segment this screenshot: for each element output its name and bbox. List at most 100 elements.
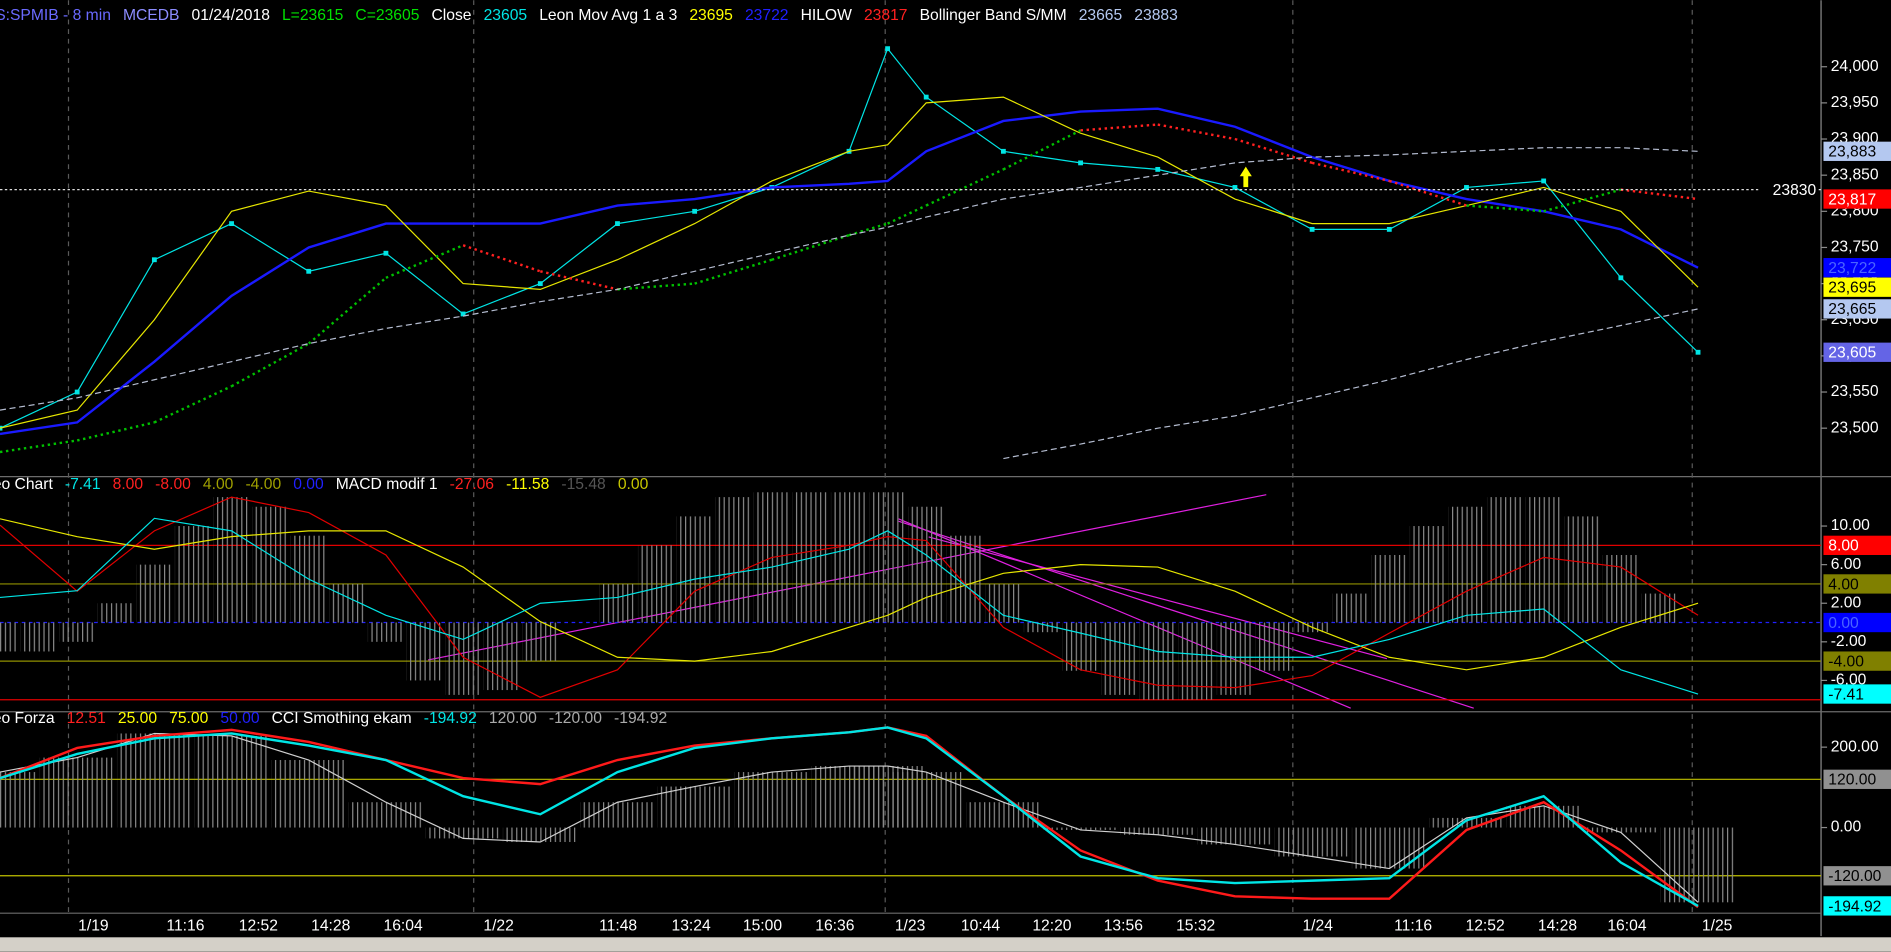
x-tick-label: 12:52 [1466, 918, 1505, 935]
histogram-bar [946, 535, 983, 623]
histogram-bar [1583, 827, 1659, 833]
histogram-bar [116, 733, 192, 828]
price-tag [1823, 299, 1891, 319]
series-line [0, 726, 1699, 907]
y-tick-label: -6.00 [1831, 672, 1867, 689]
legend-item: -120.00 [549, 710, 602, 727]
histogram-bar [580, 802, 655, 828]
x-tick-label: 16:04 [384, 918, 423, 935]
x-tick-label: 16:04 [1607, 918, 1646, 935]
histogram-bar [445, 622, 482, 695]
legend: eo Chart -7.41 8.00 -8.00 4.00 -4.00 0.00 MACD … [0, 476, 649, 493]
series-line [0, 47, 1699, 429]
point [1618, 275, 1624, 281]
price-tag [1823, 535, 1891, 555]
histogram-bar [599, 583, 636, 623]
x-tick-label: 1/25 [1702, 918, 1733, 935]
histogram-bar [367, 622, 405, 642]
price-tag-label: 23,722 [1828, 260, 1876, 277]
legend-item: -194.92 [614, 710, 667, 727]
histogram-bar [1216, 622, 1254, 695]
point [74, 389, 80, 395]
histogram-bar [1525, 497, 1562, 623]
x-tick-label: 1/24 [1302, 918, 1333, 935]
legend-item: -194.92 [424, 710, 477, 727]
histogram-bar [97, 603, 134, 623]
legend-item: 23817 [864, 7, 908, 24]
panel [0, 46, 1701, 460]
hilow-line [1543, 188, 1622, 213]
price-tag [1823, 277, 1891, 297]
point [1232, 185, 1238, 190]
legend-item: -7.41 [65, 476, 101, 493]
legend-item: 25.00 [118, 710, 157, 727]
histogram-bar [637, 545, 675, 623]
price-tag [1823, 651, 1891, 671]
histogram-bar [1274, 827, 1350, 857]
point [1309, 226, 1315, 232]
histogram-bar [830, 492, 868, 623]
histogram-bar [174, 526, 212, 623]
hilow-line [385, 244, 464, 279]
point [1386, 226, 1392, 232]
hilow-line [76, 421, 155, 442]
x-tick-label: 14:28 [311, 918, 350, 935]
histogram-bar [734, 772, 810, 828]
price-tag-label: 23,695 [1828, 280, 1876, 297]
legend-item: Leon Mov Avg 1 a 3 [539, 7, 677, 24]
histogram-bar [1409, 526, 1446, 623]
price-tag-label: 23,817 [1828, 191, 1876, 208]
histogram-bar [1641, 593, 1678, 623]
histogram-bar [406, 622, 443, 681]
legend: S:SPMIB - 8 min MCEDB 01/24/2018 L=23615 C=2… [0, 7, 1178, 24]
histogram-bar [0, 622, 19, 652]
legend-item: -8.00 [155, 476, 191, 493]
histogram-bar [1120, 827, 1196, 835]
hilow-line [1002, 129, 1082, 171]
series-line [1003, 308, 1699, 460]
histogram-bar [39, 757, 115, 828]
point [1078, 160, 1083, 166]
price-tag [1823, 574, 1891, 594]
legend-item: S:SPMIB - 8 min [0, 7, 111, 24]
y-tick-label: 0.00 [1831, 819, 1862, 836]
legend-item: MACD modif 1 [336, 476, 438, 493]
legend-item: 23722 [745, 7, 789, 24]
reference-label-bg [1758, 178, 1819, 201]
hilow-line [1157, 123, 1236, 141]
price-tag-label: 4.00 [1828, 576, 1859, 593]
legend-item: C=23605 [355, 7, 419, 24]
hilow-line [1388, 179, 1467, 207]
price-tag-label: 8.00 [1828, 538, 1859, 555]
y-tick-label: 23,850 [1831, 166, 1879, 183]
x-tick-label: 1/19 [78, 918, 108, 935]
x-tick-label: 1/23 [895, 918, 926, 935]
histogram-bar [1043, 827, 1118, 830]
histogram-bar [1602, 554, 1639, 623]
legend-item: 23695 [689, 7, 733, 24]
legend-item: 23665 [1079, 7, 1123, 24]
legend-item: 50.00 [220, 710, 259, 727]
x-tick-label: 15:00 [743, 918, 782, 935]
legend-item: Bollinger Band S/MM [920, 7, 1067, 24]
price-tag-label: 0.00 [1828, 615, 1859, 632]
histogram-bar [657, 786, 733, 828]
y-tick-label: 10.00 [1831, 517, 1870, 534]
point [151, 257, 157, 263]
legend-item: -11.58 [506, 476, 550, 493]
histogram-bar [1448, 506, 1485, 623]
x-tick-label: 15:32 [1176, 918, 1215, 935]
hilow-line [887, 204, 927, 225]
point [615, 221, 620, 227]
hilow-line [694, 258, 773, 285]
price-tag [1823, 189, 1891, 209]
series-line [0, 496, 1699, 698]
point [306, 268, 312, 274]
x-tick-label: 11:16 [1394, 918, 1432, 935]
histogram-bar [888, 772, 964, 828]
hilow-line [617, 282, 695, 291]
legend-item: 8.00 [113, 476, 144, 493]
legend-item: Close [431, 7, 471, 24]
point [383, 250, 389, 256]
histogram-bar [1351, 827, 1427, 869]
